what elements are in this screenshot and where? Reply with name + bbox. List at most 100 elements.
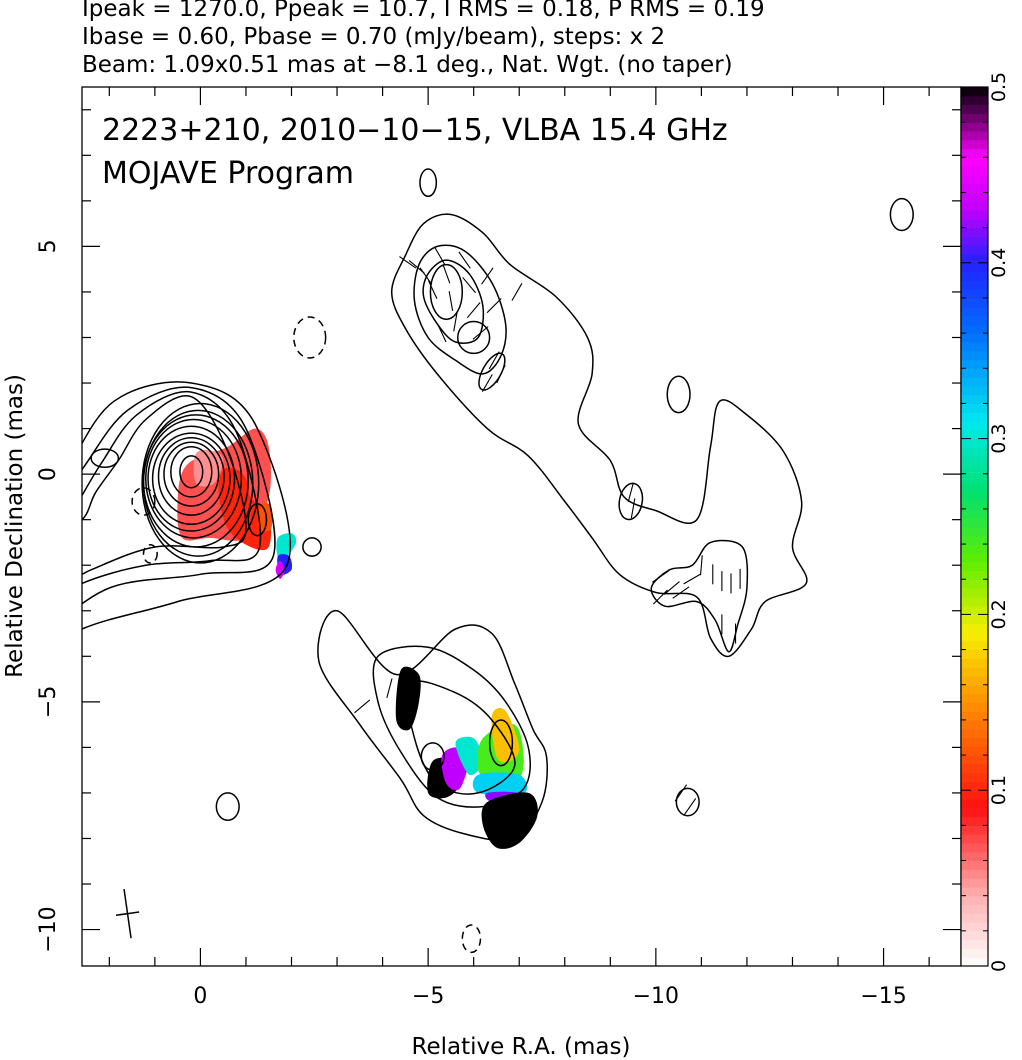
stokes-i-contour-17 [618,482,644,521]
colorbar-segment [961,218,988,229]
colorbar-segment [961,166,988,176]
pol-region-6 [275,560,285,579]
colorbar-segment [961,517,988,528]
stokes-i-contour-2 [163,441,220,507]
colorbar-segment [961,675,988,686]
y-axis-title: Relative Declination (mas) [2,374,28,678]
evpa-tick-18 [481,374,493,392]
colorbar-segment [961,719,988,730]
stokes-i-contour-13 [429,263,464,321]
colorbar-segment [961,860,988,870]
colorbar-segment [961,605,988,615]
colorbar-segment [961,385,988,396]
colorbar-segment [961,684,988,695]
pol-region-4 [276,533,297,559]
y-tick-label-3: −10 [36,906,61,952]
colorbar-segment [961,631,988,642]
stokes-i-contour-21 [215,792,240,822]
colorbar-segment [961,939,988,950]
colorbar-segment [961,623,988,633]
stokes-i-outline-0 [82,394,247,576]
stokes-i-contour-4 [151,432,231,525]
colorbar-segment [961,315,988,325]
colorbar-segment [961,552,988,563]
colorbar-segment [961,957,988,967]
colorbar-segment [961,280,988,290]
colorbar-segment [961,122,988,132]
pol-region-2 [258,503,273,532]
evpa-tick-5 [442,264,451,284]
colorbar-segment [961,104,988,114]
evpa-tick-17 [488,351,500,370]
stokes-i-negative-contour-0 [293,316,327,359]
colorbar-segment [961,614,988,624]
header-line-3: Beam: 1.09x0.51 mas at −8.1 deg., Nat. W… [82,52,733,78]
x-tick-label-3: −15 [860,984,906,1009]
stokes-i-contour-14 [456,320,491,355]
colorbar-segment [961,183,988,194]
stokes-i-outline-7 [390,213,808,658]
stokes-i-outline-8 [413,244,507,375]
stokes-i-contour-0 [179,455,204,489]
colorbar-segment [961,640,988,651]
header-line-1: Ipeak = 1270.0, Ppeak = 10.7, I RMS = 0.… [82,0,765,22]
stokes-i-contour-9 [141,402,260,564]
colorbar-frame [960,86,989,967]
beam-marker-layer [115,888,140,939]
colorbar-segment [961,878,988,888]
colorbar-segment [961,904,988,914]
x-tick-label-1: −5 [412,984,444,1009]
colorbar-segment [961,306,988,317]
evpa-ticks-layer [354,246,741,816]
header-line-2: Ibase = 0.60, Pbase = 0.70 (mJy/beam), s… [82,24,666,50]
colorbar-segment [961,842,988,853]
colorbar-segment [961,271,988,281]
colorbar-segment [961,649,988,659]
colorbar: 0 0.1 0.2 0.3 0.4 0.5 [960,72,1010,972]
colorbar-segment [961,210,988,220]
colorbar-segment [961,254,988,264]
colorbar-segment [961,544,988,554]
evpa-tick-7 [453,311,458,332]
colorbar-segment [961,491,988,501]
colorbar-segment [961,834,988,844]
colorbar-segment [961,702,988,712]
colorbar-segment [961,667,988,677]
colorbar-segment [961,561,988,572]
map-title: 2223+210, 2010−10−15, VLBA 15.4 GHz [102,113,728,148]
colorbar-segment [961,913,988,923]
stokes-i-contour-10 [90,448,120,469]
axis-ticks-layer: 0 −5 −10 −15 5 0 −5 −10 [36,87,961,1009]
colorbar-segment [961,262,988,273]
colorbar-segment [961,341,988,352]
evpa-tick-0 [399,256,417,269]
colorbar-segment [961,192,988,202]
evpa-tick-14 [437,323,447,343]
stokes-i-contour-16 [666,375,691,414]
evpa-tick-23 [672,586,690,599]
colorbar-label-2: 0.2 [988,599,1010,629]
evpa-tick-2 [419,267,433,285]
colorbar-segment [961,368,988,378]
evpa-tick-15 [511,283,523,301]
stokes-i-contour-3 [157,436,225,516]
evpa-tick-35 [354,699,371,714]
stokes-i-contour-20 [675,787,700,817]
colorbar-segment [961,438,988,448]
colorbar-label-3: 0.3 [988,423,1010,453]
colorbar-segment [961,755,988,765]
colorbar-segment [961,394,988,405]
evpa-tick-21 [651,570,669,583]
colorbar-segment [961,333,988,343]
y-tick-label-1: 0 [36,467,61,481]
colorbar-segment [961,807,988,818]
colorbar-segment [961,482,988,492]
colorbar-segment [961,377,988,387]
stokes-i-negative-contour-1 [131,487,156,516]
evpa-tick-26 [699,555,703,576]
colorbar-segment [961,403,988,413]
stokes-i-contour-8 [142,409,254,557]
evpa-tick-33 [674,784,688,802]
stokes-i-outline-9 [422,259,485,344]
evpa-tick-3 [427,280,438,299]
